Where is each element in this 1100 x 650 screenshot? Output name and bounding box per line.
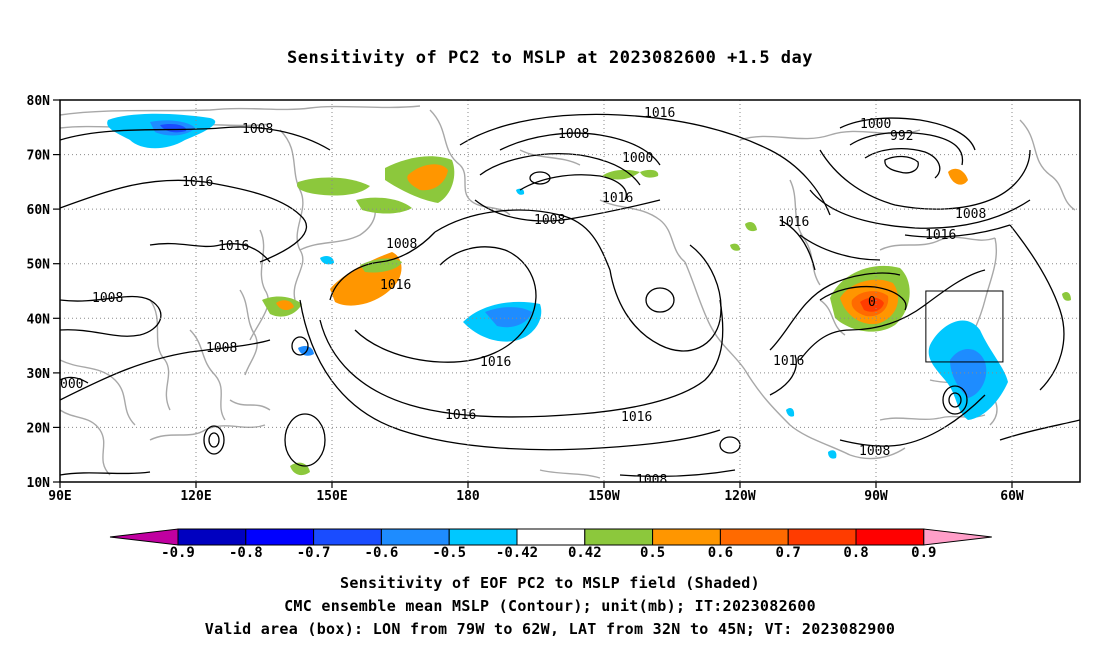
lon-label: 120W	[724, 489, 755, 504]
lon-label: 180	[456, 489, 480, 504]
colorbar-label: -0.7	[297, 545, 331, 561]
latitude-labels: 80N 70N 60N 50N 40N 30N 20N 10N	[27, 94, 51, 491]
lat-label: 50N	[27, 258, 51, 273]
lat-label: 70N	[27, 149, 51, 164]
contour-label: 1008	[92, 291, 123, 306]
contour-label-group: 1008 1016 1016 1008 1008 000 1008 1016 1…	[60, 106, 986, 488]
colorbar-labels: -0.9 -0.8 -0.7 -0.6 -0.5 -0.42 0.42 0.5 …	[161, 545, 936, 561]
coastlines	[60, 105, 1076, 479]
colorbar-label: -0.5	[432, 545, 466, 561]
colorbar-segment	[719, 528, 789, 546]
contour-label: 1008	[955, 207, 986, 222]
colorbar-segment	[584, 528, 654, 546]
colorbar-label: 0.6	[708, 545, 733, 561]
colorbar-segment	[313, 528, 382, 546]
colorbar-segment	[448, 528, 518, 546]
colorbar-segment	[652, 528, 721, 546]
contour-label: 1016	[182, 175, 213, 190]
mslp-contours	[60, 113, 1080, 478]
caption-contour: CMC ensemble mean MSLP (Contour); unit(m…	[284, 597, 816, 615]
contour-label: 1016	[925, 228, 956, 243]
sensitivity-shading	[107, 113, 1071, 476]
contour-label: 1008	[386, 237, 417, 252]
colorbar-label: -0.8	[229, 545, 263, 561]
lon-label: 120E	[180, 489, 211, 504]
lat-label: 10N	[27, 476, 51, 491]
contour-label: 1016	[602, 191, 633, 206]
colorbar-label: 0.42	[568, 545, 602, 561]
contour-label: 1016	[480, 355, 511, 370]
colorbar-label: -0.6	[365, 545, 399, 561]
colorbar-segment	[177, 528, 247, 546]
lat-label: 20N	[27, 421, 51, 436]
colorbar-segment	[855, 528, 925, 546]
contour-label: 1016	[445, 408, 476, 423]
lat-label: 30N	[27, 367, 51, 382]
contour-label: 1008	[558, 127, 589, 142]
colorbar: -0.9 -0.8 -0.7 -0.6 -0.5 -0.42 0.42 0.5 …	[109, 528, 992, 561]
axis-ticks	[53, 99, 1013, 488]
colorbar-label: 0.9	[911, 545, 936, 561]
lon-label: 150E	[316, 489, 347, 504]
lat-label: 80N	[27, 94, 51, 109]
contour-label: 1008	[534, 213, 565, 228]
colorbar-label: -0.9	[161, 545, 195, 561]
lon-label: 60W	[1000, 489, 1024, 504]
contour-label: 1016	[778, 215, 809, 230]
lat-label: 60N	[27, 203, 51, 218]
contour-label: 1008	[206, 341, 237, 356]
contour-label: 1000	[622, 151, 653, 166]
colorbar-label: 0.8	[843, 545, 868, 561]
contour-label: 1016	[644, 106, 675, 121]
contour-label: 1008	[636, 473, 667, 488]
colorbar-segment	[787, 528, 857, 546]
lon-label: 90E	[48, 489, 71, 504]
longitude-labels: 90E 120E 150E 180 150W 120W 90W 60W	[48, 489, 1024, 504]
caption-valid-area: Valid area (box): LON from 79W to 62W, L…	[204, 620, 896, 638]
caption-shaded: Sensitivity of EOF PC2 to MSLP field (Sh…	[340, 574, 760, 592]
lon-label: 90W	[864, 489, 888, 504]
valid-area-box	[925, 290, 1004, 363]
contour-label: 0	[868, 295, 876, 310]
contour-label: 1016	[621, 410, 652, 425]
colorbar-segment	[380, 528, 450, 546]
lat-label: 40N	[27, 312, 51, 327]
contour-label: 1016	[218, 239, 249, 254]
colorbar-segment	[516, 528, 586, 546]
colorbar-segment	[245, 528, 315, 546]
colorbar-label: 0.5	[640, 545, 665, 561]
contour-label: 1008	[859, 444, 890, 459]
contour-label: 1016	[380, 278, 411, 293]
colorbar-label: 0.7	[776, 545, 801, 561]
colorbar-low-triangle	[109, 528, 179, 546]
lon-label: 150W	[588, 489, 619, 504]
contour-label: 992	[890, 129, 913, 144]
contour-label: 1016	[773, 354, 804, 369]
contour-label: 1008	[242, 122, 273, 137]
colorbar-high-triangle	[923, 528, 992, 546]
contour-label: 000	[60, 377, 83, 392]
colorbar-label: -0.42	[496, 545, 538, 561]
map-title: Sensitivity of PC2 to MSLP at 2023082600…	[286, 48, 813, 68]
plot-frame	[59, 99, 1081, 483]
